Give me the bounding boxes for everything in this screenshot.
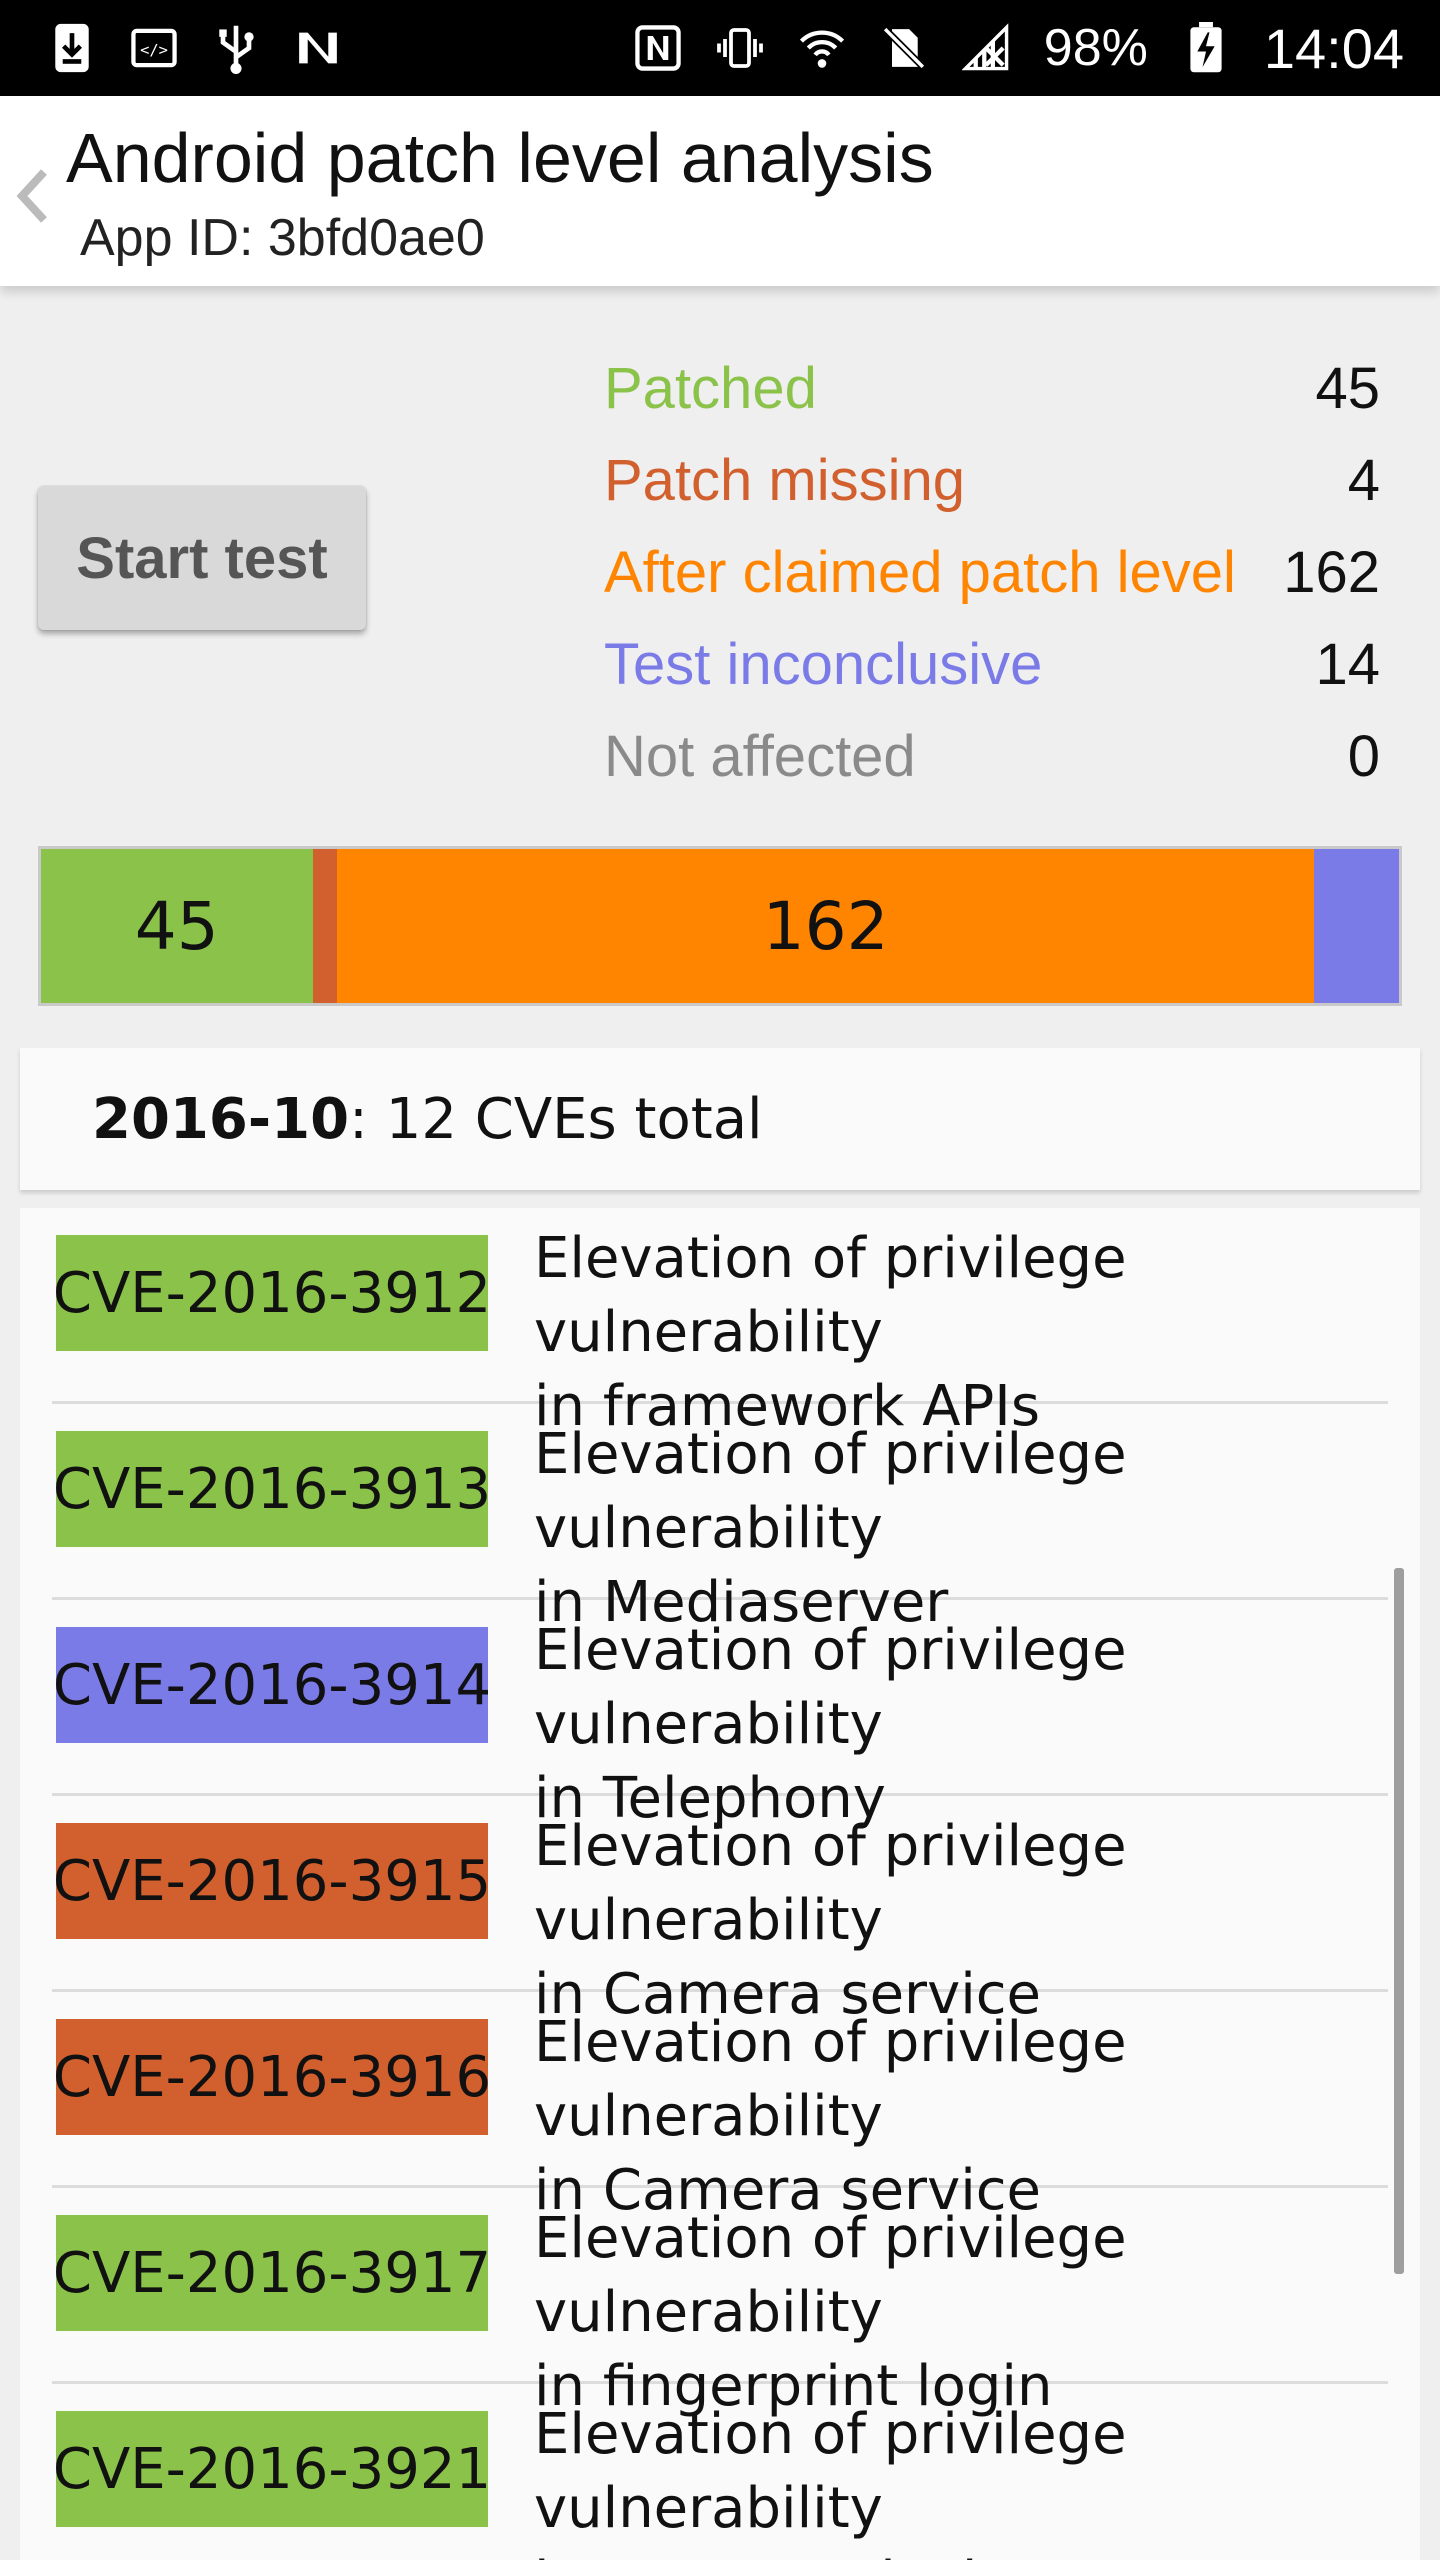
stat-label: Test inconclusive [604, 631, 1043, 697]
cve-id-badge: CVE-2016-3914 [53, 1627, 491, 1743]
stat-value: 45 [1315, 355, 1380, 421]
back-chevron-icon[interactable] [14, 166, 50, 226]
n-logo-icon [294, 22, 342, 74]
page-title: Android patch level analysis [66, 119, 934, 197]
stat-value: 14 [1315, 631, 1380, 697]
cve-description-line: Elevation of privilege vulnerability [534, 2206, 1127, 2345]
bar-segment-after-claimed: 162 [336, 849, 1315, 1003]
cve-description-line: in framework APIs [534, 1374, 1040, 1439]
cve-description: Elevation of privilege vulnerability in … [534, 1810, 1420, 2032]
list-item[interactable]: CVE-2016-3915 Elevation of privilege vul… [52, 1796, 1388, 2027]
bar-segment-missing [312, 849, 337, 1003]
app-bar: Android patch level analysis App ID: 3bf… [0, 96, 1440, 286]
list-item[interactable]: CVE-2016-3916 Elevation of privilege vul… [52, 1992, 1388, 2223]
code-icon: </> [130, 22, 178, 74]
cve-description: Elevation of privilege vulnerability in … [534, 1222, 1420, 1444]
status-bar: </> 98% 14:04 [0, 0, 1440, 96]
month-date: 2016-10 [92, 1086, 350, 1152]
bar-segment-patched: 45 [41, 849, 313, 1003]
cve-id-badge: CVE-2016-3916 [53, 2019, 491, 2135]
status-bar-system: 98% 14:04 [634, 16, 1404, 81]
app-id-label: App ID: 3bfd0ae0 [80, 209, 485, 267]
cve-description-line: Elevation of privilege vulnerability [534, 1422, 1127, 1561]
cve-id-badge: CVE-2016-3912 [53, 1235, 491, 1351]
cve-description: Elevation of privilege vulnerability in … [534, 1614, 1420, 1836]
stat-label: Patch missing [604, 447, 966, 513]
cve-description-line: Elevation of privilege vulnerability [534, 2402, 1127, 2541]
cve-description-line: in Telephony [534, 1766, 886, 1831]
vibrate-icon [716, 22, 764, 74]
bar-segment-inconclusive [1314, 849, 1399, 1003]
cve-description-line: in Framework Listener [534, 2546, 1420, 2560]
download-icon [48, 22, 96, 74]
stat-patch-missing: Patch missing 4 [604, 434, 1380, 526]
stat-not-affected: Not affected 0 [604, 710, 1380, 802]
list-item[interactable]: CVE-2016-3914 Elevation of privilege vul… [52, 1600, 1388, 1831]
list-item[interactable]: CVE-2016-3913 Elevation of privilege vul… [52, 1404, 1388, 1635]
wifi-icon [798, 22, 846, 74]
stat-inconclusive: Test inconclusive 14 [604, 618, 1380, 710]
start-test-button[interactable]: Start test [38, 486, 366, 630]
cve-description-line: in Camera service [534, 2158, 1042, 2223]
cve-description: Elevation of privilege vulnerability in … [534, 1418, 1420, 1640]
battery-percent: 98% [1043, 19, 1148, 77]
summary-progress-bar: 45 162 [38, 846, 1402, 1006]
stat-after-claimed: After claimed patch level 162 [604, 526, 1380, 618]
signal-icon [961, 22, 1010, 74]
cve-description-line: in Mediaserver [534, 1570, 949, 1635]
cve-description: Elevation of privilege vulnerability in … [534, 2398, 1420, 2560]
list-item[interactable]: CVE-2016-3912 Elevation of privilege vul… [52, 1208, 1388, 1439]
stat-label: Patched [604, 355, 817, 421]
cve-id-badge: CVE-2016-3915 [53, 1823, 491, 1939]
cve-id-badge: CVE-2016-3917 [53, 2215, 491, 2331]
stat-value: 4 [1347, 447, 1380, 513]
cve-id-badge: CVE-2016-3913 [53, 1431, 491, 1547]
cve-description: Elevation of privilege vulnerability in … [534, 2006, 1420, 2228]
battery-charging-icon [1182, 22, 1230, 74]
cve-id-badge: CVE-2016-3921 [53, 2411, 491, 2527]
cve-description-line: in fingerprint login [534, 2354, 1053, 2419]
no-sim-icon [880, 22, 928, 74]
cve-description-line: Elevation of privilege vulnerability [534, 2010, 1127, 2149]
list-item[interactable]: CVE-2016-3921 Elevation of privilege vul… [52, 2384, 1388, 2560]
stat-patched: Patched 45 [604, 342, 1380, 434]
nfc-icon [634, 22, 682, 74]
stat-label: After claimed patch level [604, 539, 1236, 605]
cve-list[interactable]: CVE-2016-3912 Elevation of privilege vul… [20, 1208, 1420, 2560]
list-scrollbar[interactable] [1394, 1568, 1404, 2274]
status-bar-notifications: </> [48, 22, 342, 74]
cve-description: Elevation of privilege vulnerability in … [534, 2202, 1420, 2424]
cve-description-line: Elevation of privilege vulnerability [534, 1226, 1127, 1365]
stat-value: 162 [1283, 539, 1380, 605]
svg-text:</>: </> [140, 41, 168, 59]
month-summary: : 12 CVEs total [349, 1086, 763, 1152]
stat-value: 0 [1347, 723, 1380, 789]
cve-description-line: in Camera service [534, 1962, 1042, 2027]
clock: 14:04 [1263, 16, 1404, 80]
month-header[interactable]: 2016-10: 12 CVEs total [20, 1048, 1420, 1190]
stat-label: Not affected [604, 723, 916, 789]
list-item[interactable]: CVE-2016-3917 Elevation of privilege vul… [52, 2188, 1388, 2419]
usb-icon [212, 22, 260, 74]
cve-description-line: Elevation of privilege vulnerability [534, 1618, 1127, 1757]
summary-stats: Patched 45 Patch missing 4 After claimed… [604, 342, 1380, 802]
cve-description-line: Elevation of privilege vulnerability [534, 1814, 1127, 1953]
